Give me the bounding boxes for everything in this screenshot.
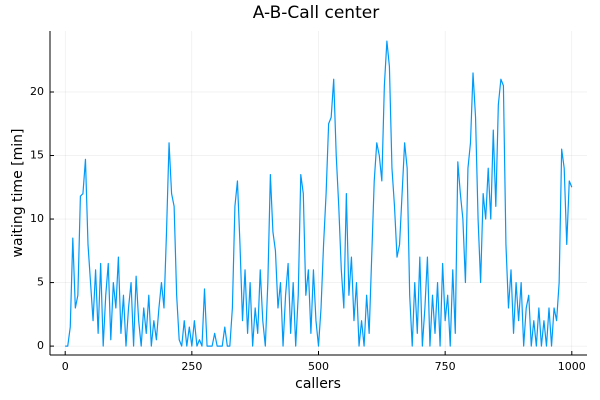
data-line [65, 40, 573, 347]
x-tick-label: 500 [308, 360, 329, 373]
x-tick-label: 1000 [558, 360, 586, 373]
x-axis-label: callers [295, 376, 341, 392]
y-tick-label: 10 [30, 212, 44, 225]
y-tick-label: 5 [37, 276, 44, 289]
y-tick-label: 20 [30, 85, 44, 98]
x-tick-label: 250 [181, 360, 202, 373]
chart-title: A-B-Call center [253, 3, 379, 23]
y-axis-label: waiting time [min] [10, 129, 26, 258]
x-tick-label: 0 [62, 360, 69, 373]
y-tick-label: 0 [37, 339, 44, 352]
x-tick-label: 750 [435, 360, 456, 373]
y-tick-label: 15 [30, 149, 44, 162]
